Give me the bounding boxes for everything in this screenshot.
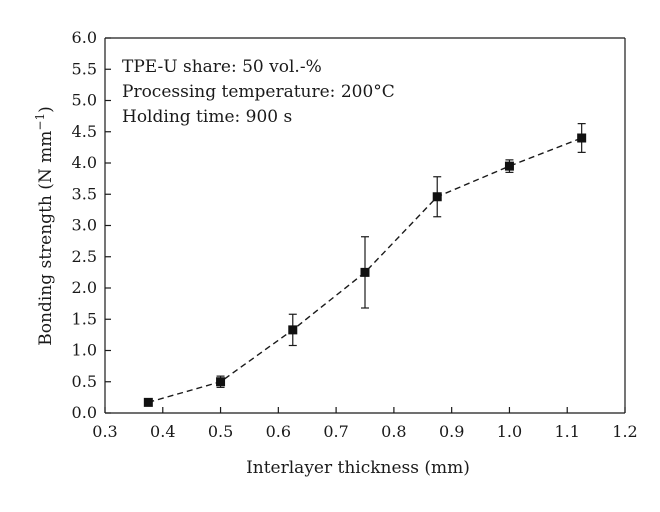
x-axis-title: Interlayer thickness (mm): [246, 458, 470, 478]
y-axis-title-superscript: −1: [33, 113, 47, 131]
y-axis-title-main: Bonding strength (N mm: [36, 131, 56, 346]
x-axis-ticks: 0.3 0.4 0.5 0.6 0.7 0.8 0.9 1.0 1.1 1.2: [92, 407, 638, 441]
annotation-temperature: Processing temperature: 200°C: [122, 82, 395, 102]
y-tick-label: 0.0: [72, 403, 97, 422]
data-point-marker: [288, 325, 298, 335]
y-tick-label: 4.0: [72, 153, 97, 172]
x-tick-label: 0.4: [150, 422, 175, 441]
y-tick-label: 2.5: [72, 247, 97, 266]
x-tick-label: 1.2: [612, 422, 637, 441]
annotation-block: TPE-U share: 50 vol.-% Processing temper…: [122, 57, 395, 127]
x-tick-label: 0.8: [381, 422, 406, 441]
y-tick-label: 5.0: [72, 91, 97, 110]
data-series: [143, 123, 587, 407]
x-tick-label: 0.9: [439, 422, 464, 441]
x-tick-label: 1.1: [554, 422, 579, 441]
annotation-holding-time: Holding time: 900 s: [122, 107, 292, 127]
y-tick-label: 1.5: [72, 309, 97, 328]
data-point-marker: [504, 161, 514, 171]
y-tick-label: 3.5: [72, 184, 97, 203]
data-point-marker: [143, 397, 153, 407]
y-tick-label: 4.5: [72, 122, 97, 141]
x-tick-label: 0.3: [92, 422, 117, 441]
x-tick-label: 1.0: [497, 422, 522, 441]
data-point-marker: [577, 133, 587, 143]
x-tick-label: 0.6: [266, 422, 291, 441]
y-tick-label: 5.5: [72, 59, 97, 78]
data-point-marker: [216, 377, 226, 387]
data-point-marker: [360, 267, 370, 277]
data-point-marker: [432, 192, 442, 202]
x-tick-label: 0.5: [208, 422, 233, 441]
x-tick-label: 0.7: [323, 422, 348, 441]
y-tick-label: 6.0: [72, 28, 97, 47]
y-axis-ticks: 0.0 0.5 1.0 1.5 2.0 2.5 3.0 3.5 4.0 4.5 5.0 5.5 6.0: [72, 28, 111, 422]
y-tick-label: 3.0: [72, 216, 97, 235]
y-tick-label: 1.0: [72, 341, 97, 360]
y-tick-label: 2.0: [72, 278, 97, 297]
annotation-share: TPE-U share: 50 vol.-%: [122, 57, 322, 77]
y-axis-title: Bonding strength (N mm−1): [33, 106, 56, 345]
y-tick-label: 0.5: [72, 372, 97, 391]
y-axis-title-close: ): [36, 106, 56, 113]
